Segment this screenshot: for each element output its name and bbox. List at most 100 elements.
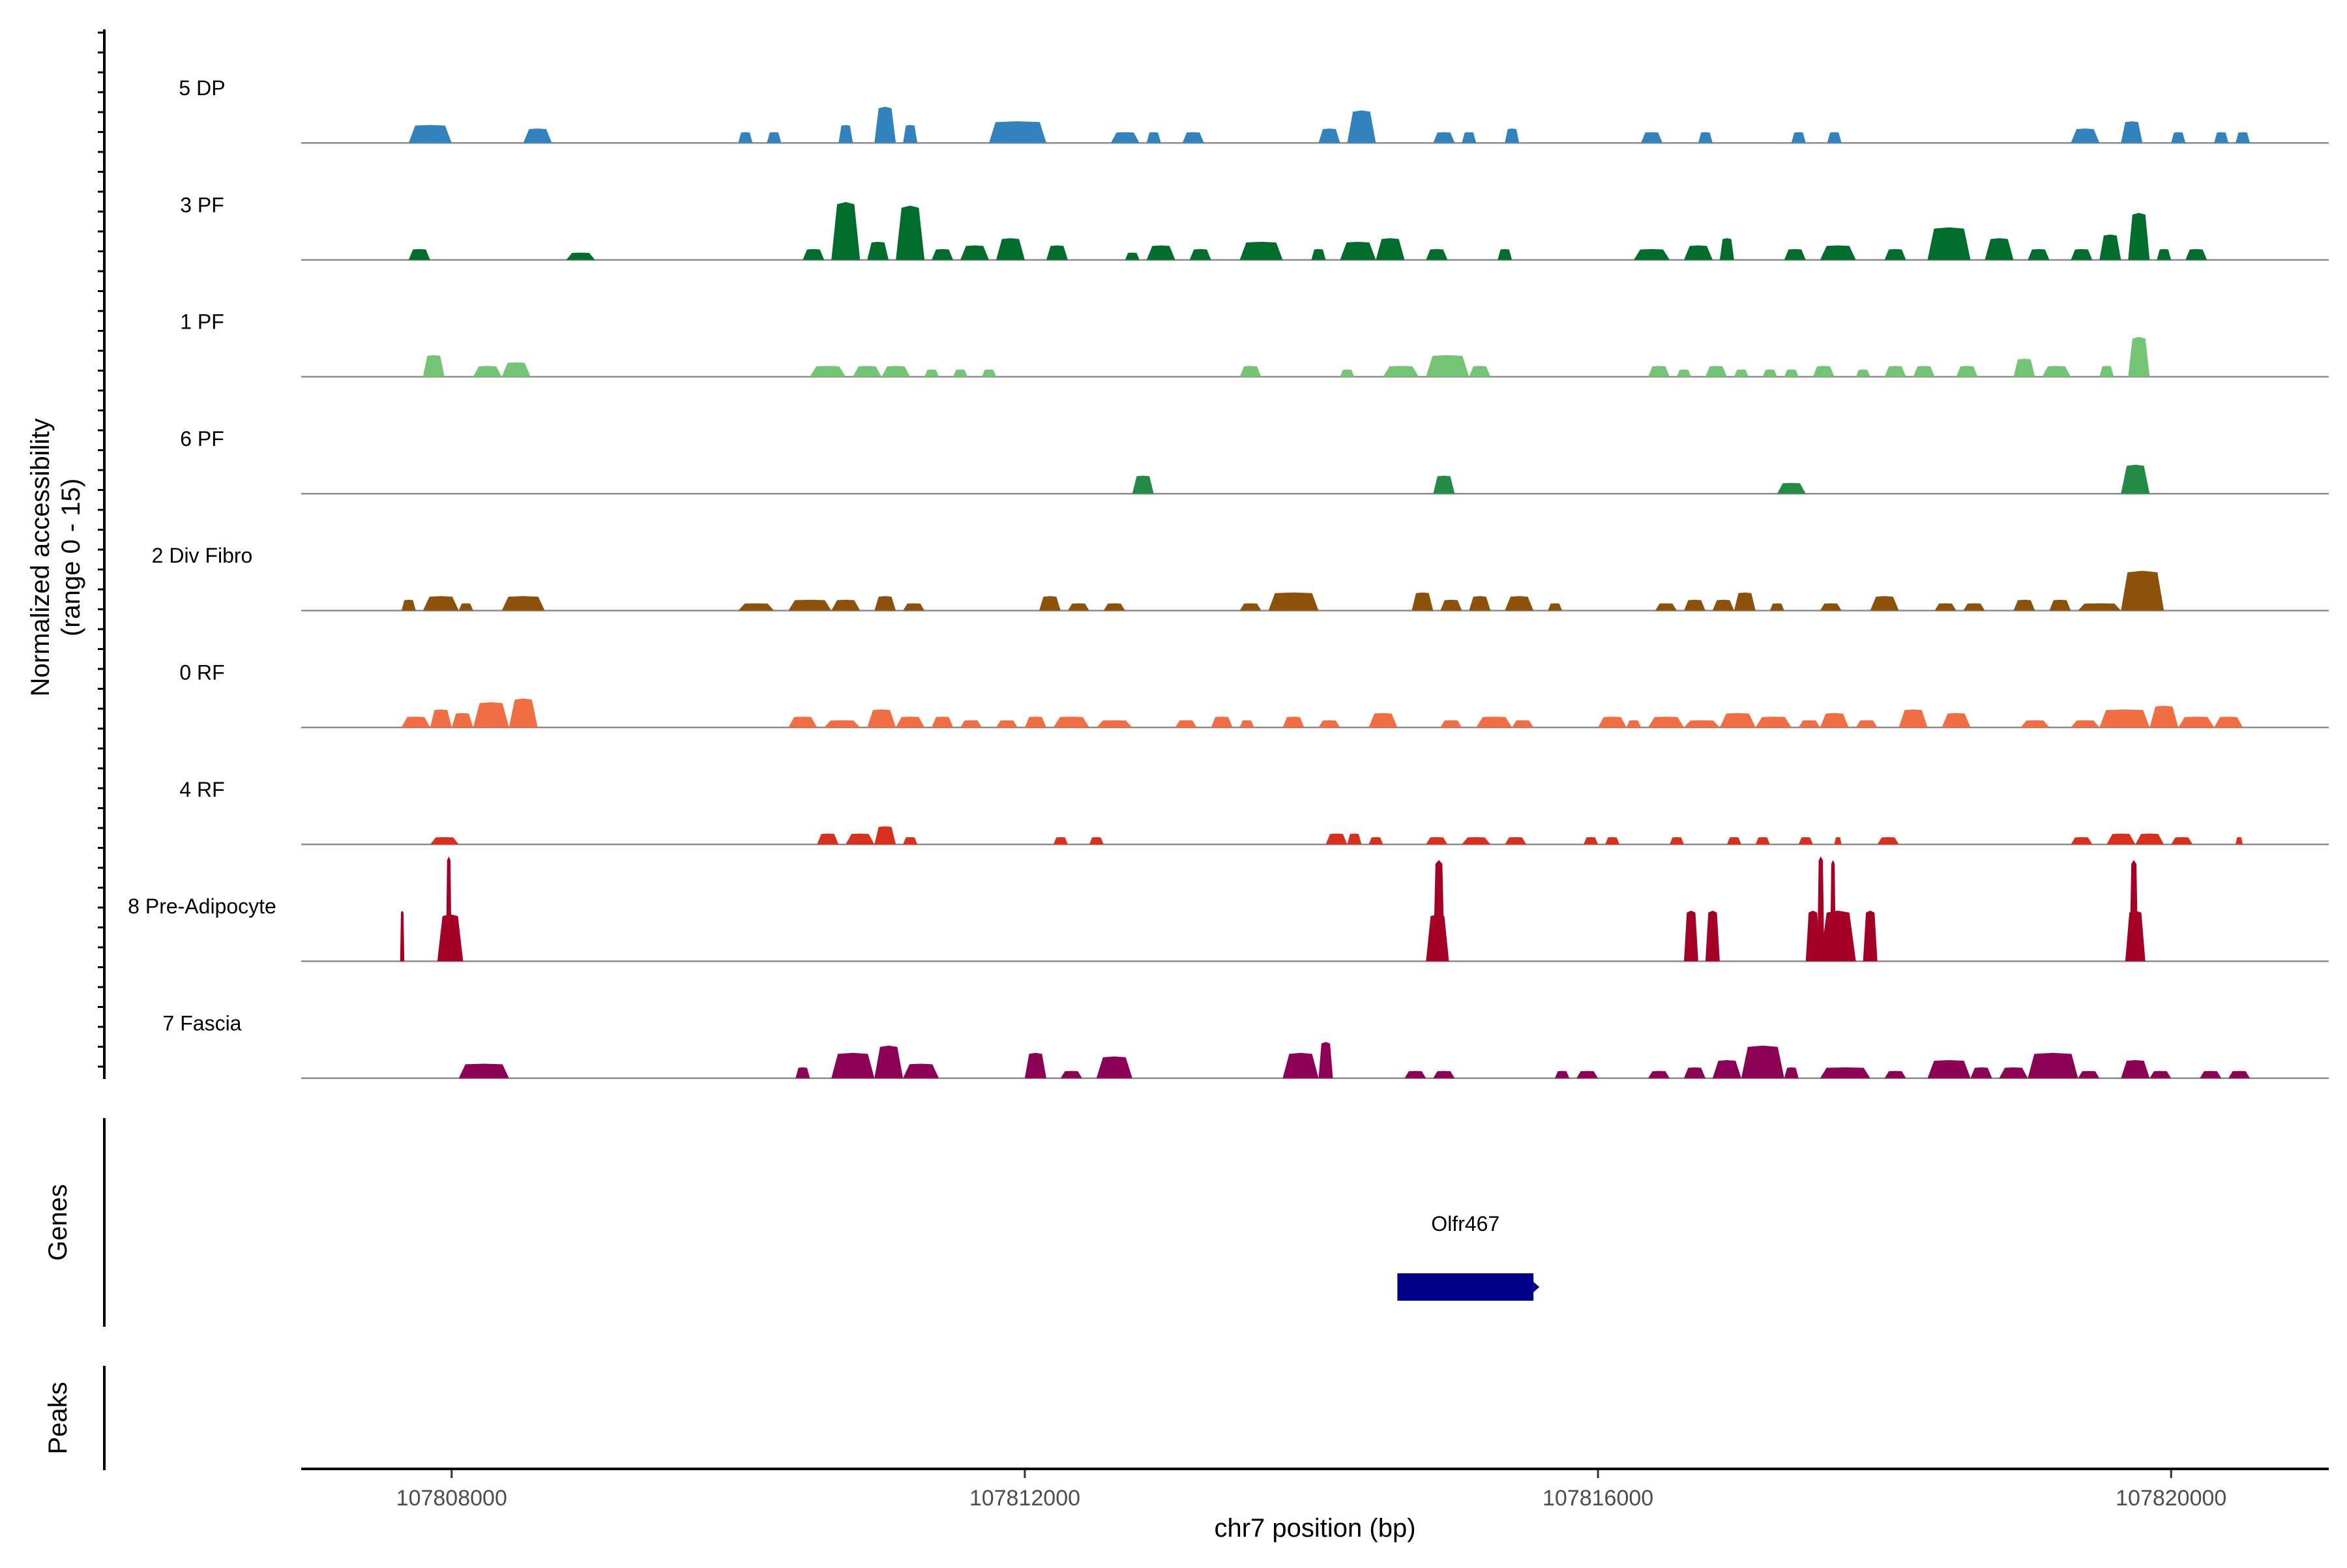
coverage-peak — [501, 596, 545, 611]
coverage-peak — [422, 355, 445, 377]
coverage-peak — [874, 106, 896, 143]
coverage-peak — [803, 249, 825, 260]
coverage-peak — [1239, 241, 1283, 260]
coverage-peak — [1067, 603, 1089, 611]
coverage-peak — [1830, 860, 1836, 962]
coverage-peak — [788, 717, 818, 728]
coverage-peak — [1311, 249, 1326, 260]
coverage-peak — [1777, 482, 1806, 494]
coverage-peak — [982, 369, 996, 377]
track-label: 1 PF — [180, 310, 224, 334]
coverage-peak — [903, 837, 918, 845]
coverage-peak — [2129, 860, 2138, 962]
coverage-peak — [2071, 128, 2100, 143]
track-3-pf: 3 PF — [180, 193, 2329, 261]
coverage-peak — [1820, 245, 1856, 260]
peaks-panel-title: Peaks — [44, 1382, 72, 1454]
x-tick-label: 107820000 — [2116, 1486, 2226, 1511]
track-0-rf: 0 RF — [179, 661, 2329, 729]
coverage-peak — [1024, 1052, 1046, 1078]
coverage-peak — [1239, 366, 1262, 377]
coverage-peak — [1970, 1067, 1992, 1078]
coverage-peak — [422, 596, 459, 611]
coverage-peak — [1884, 366, 1906, 377]
track-label: 0 RF — [179, 661, 224, 685]
coverage-peak — [1426, 249, 1448, 260]
coverage-peak — [853, 366, 882, 377]
coverage-peak — [2171, 132, 2186, 143]
coverage-peak — [1046, 245, 1068, 260]
coverage-peak — [996, 720, 1018, 728]
coverage-peak — [1827, 132, 1842, 143]
coverage-peak — [824, 720, 861, 728]
genes-panel: Genes Olfr467 — [44, 1118, 1540, 1327]
coverage-peak — [1318, 128, 1340, 143]
coverage-peak — [867, 241, 889, 260]
coverage-peak — [1705, 910, 1720, 962]
coverage-peak — [2128, 336, 2150, 377]
coverage-peak — [458, 603, 473, 611]
coverage-peak — [1433, 132, 1455, 143]
coverage-peak — [1705, 366, 1727, 377]
coverage-peak — [1913, 366, 1935, 377]
coverage-peak — [408, 125, 452, 143]
coverage-peak — [1605, 837, 1619, 845]
coverage-peak — [996, 238, 1025, 260]
coverage-peak — [566, 252, 595, 260]
coverage-peak — [1999, 1067, 2028, 1078]
coverage-peak — [1505, 128, 1520, 143]
y-axis-title-main: Normalized accessibility — [26, 419, 55, 697]
coverage-peak — [2013, 599, 2035, 611]
track-label: 5 DP — [179, 76, 225, 100]
coverage-peak — [1146, 132, 1161, 143]
coverage-tracks: 5 DP 3 PF 1 PF 6 PF 2 Div Fibro 0 RF 4 RF 8 Pre… — [128, 76, 2329, 1079]
track-8-pre-adipocyte: 8 Pre-Adipocyte — [128, 856, 2329, 962]
coverage-peak — [1927, 1060, 1971, 1078]
track-6-pf: 6 PF — [180, 427, 2329, 495]
coverage-peak — [738, 132, 753, 143]
coverage-peak — [1440, 720, 1462, 728]
coverage-peak — [1576, 1071, 1599, 1078]
coverage-peak — [1712, 599, 1734, 611]
coverage-peak — [473, 366, 502, 377]
coverage-peak — [2078, 603, 2121, 611]
coverage-peak — [1817, 856, 1825, 962]
coverage-peak — [953, 369, 967, 377]
coverage-peak — [2228, 1071, 2251, 1078]
coverage-peak — [523, 128, 552, 143]
coverage-peak — [1239, 720, 1254, 728]
coverage-peak — [1755, 837, 1770, 845]
coverage-peak — [451, 713, 473, 728]
coverage-peak — [874, 1045, 904, 1078]
coverage-peak — [1741, 1045, 1784, 1078]
coverage-peak — [2106, 833, 2136, 845]
coverage-peak — [1641, 132, 1662, 143]
coverage-peak — [1648, 1071, 1670, 1078]
gene-label: Olfr467 — [1431, 1212, 1499, 1235]
coverage-peak — [1433, 1071, 1455, 1078]
coverage-peak — [1648, 717, 1684, 728]
coverage-peak — [960, 245, 989, 260]
coverage-peak — [1433, 475, 1455, 494]
coverage-peak — [2171, 837, 2193, 845]
coverage-peak — [1462, 837, 1491, 845]
coverage-peak — [1053, 837, 1068, 845]
coverage-peak — [1146, 245, 1175, 260]
track-label: 2 Div Fibro — [152, 544, 253, 567]
coverage-peak — [1505, 837, 1527, 845]
coverage-peak — [1440, 599, 1462, 611]
coverage-peak — [1060, 1071, 1082, 1078]
coverage-peak — [1096, 720, 1132, 728]
peaks-panel: Peaks — [44, 1366, 106, 1470]
coverage-peak — [1820, 603, 1842, 611]
coverage-peak — [1719, 713, 1756, 728]
coverage-peak — [2071, 837, 2093, 845]
coverage-peak — [1820, 713, 1849, 728]
coverage-peak — [846, 833, 875, 845]
coverage-peak — [1963, 603, 1985, 611]
coverage-peak — [473, 702, 509, 728]
coverage-peak — [2200, 1071, 2222, 1078]
coverage-peak — [903, 125, 918, 143]
coverage-peak — [401, 717, 430, 728]
coverage-peak — [1769, 603, 1784, 611]
